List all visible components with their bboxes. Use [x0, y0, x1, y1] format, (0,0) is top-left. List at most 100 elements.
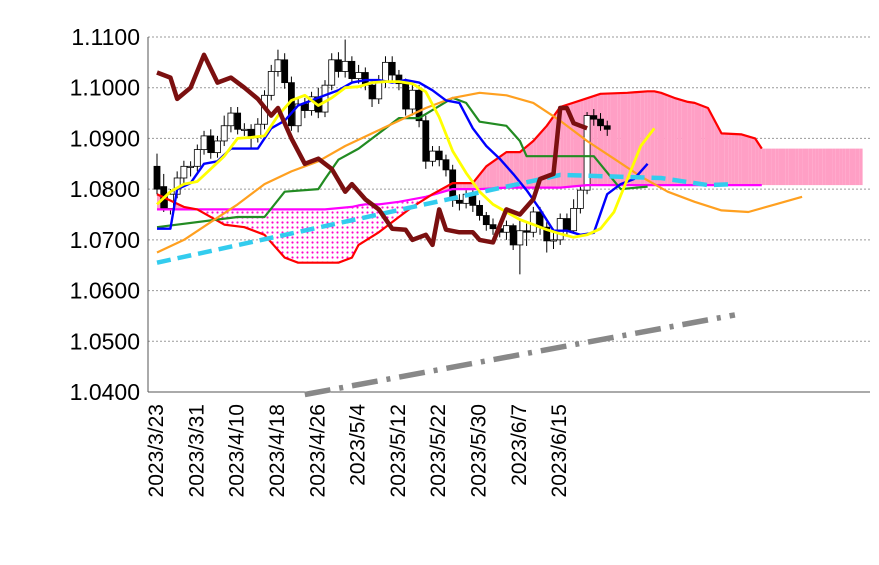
cloud-segment: [304, 209, 309, 263]
cloud-segment: [802, 148, 806, 186]
cloud-segment: [775, 148, 779, 186]
cloud-segment: [650, 91, 655, 186]
candle-body: [435, 150, 443, 161]
cloud-segment: [348, 206, 352, 259]
candle-body: [455, 199, 463, 204]
candle-body: [509, 225, 517, 246]
y-tick-label: 1.1100: [71, 24, 140, 50]
cloud-segment: [362, 204, 366, 243]
cloud-segment: [734, 134, 739, 186]
candle-body: [550, 239, 557, 242]
cloud-segment: [704, 106, 708, 186]
cloud-segment: [684, 100, 688, 186]
candle-body: [375, 81, 383, 100]
cloud-segment: [640, 91, 645, 186]
cloud-segment: [637, 91, 641, 186]
cloud-segment: [771, 148, 776, 186]
cloud-segment: [365, 204, 369, 241]
cloud-segment: [745, 135, 749, 186]
candle-body: [583, 115, 591, 191]
cloud-segment: [761, 148, 766, 186]
cloud-segment: [566, 103, 571, 187]
candle-body: [281, 59, 289, 84]
y-tick-label: 1.0900: [70, 125, 140, 151]
y-tick-label: 1.0500: [70, 328, 140, 354]
cloud-segment: [842, 148, 846, 186]
cloud-segment: [577, 100, 581, 186]
x-tick-label: 2023/5/22: [427, 404, 450, 497]
cloud-segment: [714, 120, 719, 186]
cloud-segment: [244, 209, 248, 229]
cloud-segment: [728, 133, 732, 186]
ma-fast-line: [156, 80, 656, 239]
cloud-segment: [755, 138, 759, 186]
cloud-segment: [731, 133, 735, 186]
cloud-segment: [718, 127, 722, 186]
cloud-segment: [462, 183, 467, 190]
candle-body: [570, 208, 578, 232]
cloud-segment: [694, 102, 698, 186]
candle-body: [382, 61, 389, 83]
cloud-segment: [822, 148, 826, 186]
cloud-segment: [798, 148, 803, 186]
candle-body: [368, 84, 376, 100]
candle-body: [240, 128, 248, 131]
candle-body: [415, 89, 423, 122]
cloud-segment: [241, 209, 245, 228]
cloud-segment: [271, 209, 275, 247]
cloud-segment: [456, 183, 460, 190]
cloud-segment: [835, 148, 840, 186]
cloud-segment: [395, 201, 399, 220]
cloud-segment: [291, 209, 295, 262]
cloud-segment: [674, 97, 678, 186]
cloud-segment: [654, 91, 658, 186]
candle-body: [563, 218, 571, 232]
cloud-segment: [627, 92, 631, 186]
candle-body: [267, 71, 275, 96]
candle-body: [597, 118, 604, 127]
cloud-segment: [338, 207, 342, 263]
y-tick-label: 1.0600: [70, 278, 140, 304]
cloud-segment: [721, 133, 725, 186]
cloud-segment: [358, 204, 362, 245]
cloud-segment: [355, 205, 359, 252]
cloud-segment: [251, 209, 255, 231]
cloud-segment: [546, 121, 551, 188]
cloud-segment: [274, 209, 278, 250]
cloud-segment: [758, 143, 762, 186]
cloud-segment: [855, 148, 860, 186]
cloud-segment: [681, 99, 685, 186]
cloud-segment: [530, 141, 534, 188]
x-tick-label: 2023/5/30: [468, 404, 491, 497]
cloud-segment: [782, 148, 786, 186]
cloud-segment: [328, 208, 332, 263]
cloud-segment: [459, 183, 463, 190]
x-tick-label: 2023/5/12: [387, 404, 410, 497]
lagging-line: [156, 52, 588, 248]
cloud-segment: [677, 98, 682, 186]
candle-body: [214, 140, 221, 154]
candle-body: [335, 59, 342, 72]
candle-body: [348, 60, 356, 79]
cloud-segment: [785, 148, 789, 186]
cloud-segment: [849, 148, 853, 186]
cloud-segment: [792, 148, 796, 186]
cloud-segment: [711, 114, 715, 186]
x-tick-label: 2023/3/23: [145, 404, 168, 497]
cloud-segment: [466, 183, 470, 190]
candle-body: [200, 135, 208, 150]
cloud-segment: [829, 148, 833, 186]
cloud-segment: [593, 94, 598, 186]
cloud-segment: [597, 93, 601, 186]
candle-body: [187, 165, 195, 168]
cloud-segment: [509, 152, 514, 188]
candle-body: [556, 218, 564, 241]
candle-body: [395, 74, 403, 85]
candle-body: [408, 89, 416, 110]
cloud-segment: [687, 101, 692, 186]
candle-body: [328, 59, 336, 86]
cloud-segment: [261, 209, 265, 235]
cloud-segment: [845, 148, 850, 186]
candle-body: [543, 226, 551, 242]
